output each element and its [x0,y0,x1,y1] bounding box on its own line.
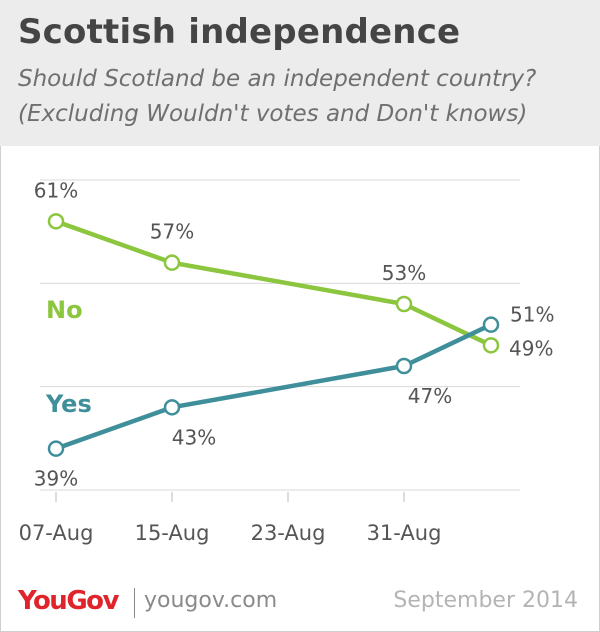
footer-date: September 2014 [393,588,578,613]
data-point-no-1 [163,254,181,271]
data-point-no-2 [395,295,413,313]
line-chart: 07-Aug 15-Aug 23-Aug 31-Aug 61% 57% 53% 49% No 39… [19,178,555,545]
data-point-no-3 [482,337,500,354]
data-point-yes-3 [482,316,500,333]
chart-subtitle-line2: (Excluding Wouldn't votes and Don't know… [18,101,528,127]
x-tick-label-3: 31-Aug [367,521,442,545]
footer-divider [134,588,135,618]
data-point-no-0 [47,213,65,230]
data-label-yes-1: 43% [172,425,216,449]
data-label-no-3: 49% [509,336,553,360]
chart-title: Scottish independence [18,12,461,52]
chart-subtitle-line1: Should Scotland be an independent countr… [18,66,537,92]
x-tick-label-0: 07-Aug [19,521,94,545]
series-line-no [55,219,492,348]
series-line-yes [55,322,492,451]
chart-header: Scottish independence Should Scotland be… [0,0,600,146]
data-point-yes-1 [163,399,181,416]
series-label-yes: Yes [45,390,92,418]
yougov-logo: YouGov [18,586,119,616]
data-label-no-0: 61% [34,178,78,202]
data-label-yes-2: 47% [408,384,452,408]
data-label-no-1: 57% [150,220,194,244]
x-tick-label-2: 23-Aug [251,521,326,545]
data-point-yes-2 [395,357,413,375]
series-label-no: No [46,296,83,324]
data-label-yes-0: 39% [34,467,78,491]
data-point-yes-0 [47,440,65,457]
data-label-yes-3: 51% [510,303,554,327]
data-label-no-2: 53% [382,261,426,285]
x-tick-label-1: 15-Aug [135,521,210,545]
footer-url: yougov.com [144,588,278,613]
